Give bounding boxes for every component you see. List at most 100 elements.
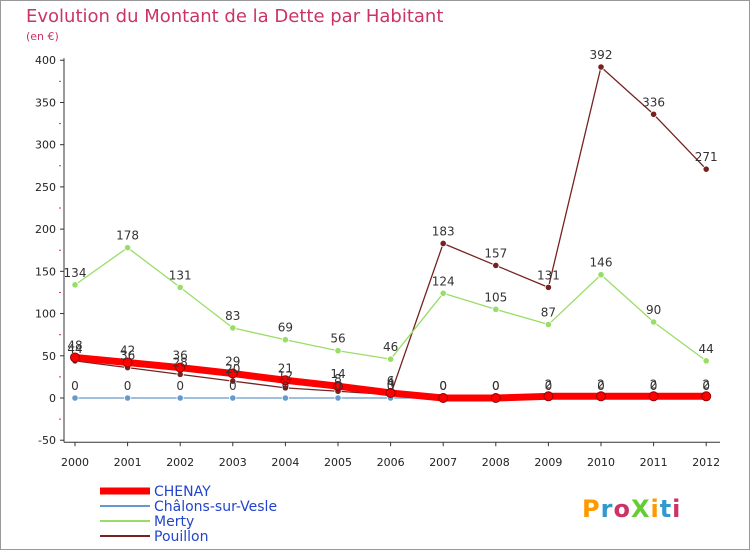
data-label: 87: [541, 306, 556, 320]
data-label: 0: [439, 379, 447, 393]
data-label: 48: [67, 338, 82, 352]
y-tick-label: 0: [49, 392, 56, 405]
data-label: 0: [282, 379, 290, 393]
data-point: [649, 318, 658, 326]
x-tick-label: 2009: [534, 456, 562, 469]
data-label: 12: [278, 369, 293, 383]
data-label: 0: [439, 379, 447, 393]
data-label: 6: [387, 374, 395, 388]
data-point: [597, 63, 605, 71]
x-tick-label: 2005: [324, 456, 352, 469]
x-tick-label: 2002: [166, 456, 194, 469]
data-point: [124, 244, 132, 252]
data-label: 392: [590, 48, 613, 62]
data-label: 36: [173, 349, 188, 363]
data-label: 0: [124, 379, 132, 393]
data-label: 0: [229, 379, 237, 393]
data-label: 0: [545, 379, 553, 393]
data-point: [281, 394, 289, 402]
data-point: [596, 391, 606, 402]
data-label: 46: [383, 340, 398, 354]
data-label: 8: [334, 372, 342, 386]
data-label: 0: [492, 379, 500, 393]
y-tick-label: 150: [35, 265, 56, 278]
brand-text: ProXiti: [582, 495, 681, 523]
data-point: [702, 357, 710, 365]
data-label: 178: [116, 229, 139, 243]
data-point: [597, 271, 605, 279]
y-tick-label: 50: [42, 350, 56, 363]
data-label: 131: [169, 268, 192, 282]
data-point: [176, 283, 184, 291]
data-label: 0: [650, 379, 658, 393]
data-label: 14: [330, 367, 345, 381]
data-label: 90: [646, 303, 661, 317]
data-point: [71, 281, 79, 289]
data-point: [281, 336, 289, 344]
data-label: 44: [67, 342, 82, 356]
data-label: 69: [278, 321, 293, 335]
data-point: [492, 305, 500, 313]
data-point: [544, 283, 553, 291]
y-tick-label: 400: [35, 54, 56, 67]
x-tick-label: 2008: [482, 456, 510, 469]
data-point: [122, 357, 133, 368]
data-label: 183: [432, 224, 455, 238]
x-tick-label: 2004: [271, 456, 299, 469]
legend-label: Merty: [154, 514, 194, 530]
data-label: 20: [225, 362, 240, 376]
y-tick-label: 100: [35, 308, 56, 321]
x-tick-label: 2010: [587, 456, 615, 469]
data-label: 124: [432, 274, 455, 288]
data-label: 83: [225, 309, 240, 323]
data-label: 146: [590, 256, 613, 270]
data-label: 336: [642, 95, 665, 109]
data-point: [492, 261, 500, 270]
data-point: [70, 352, 80, 363]
data-label: 0: [492, 379, 500, 393]
data-point: [176, 394, 184, 402]
y-tick-label: 300: [35, 139, 56, 152]
x-tick-label: 2000: [61, 456, 89, 469]
data-point: [544, 320, 553, 329]
data-label: 271: [695, 150, 718, 164]
data-point: [280, 375, 291, 386]
data-label: 0: [387, 379, 395, 393]
data-label: 0: [597, 379, 605, 393]
data-point: [439, 239, 447, 248]
data-point: [229, 394, 237, 402]
data-point: [439, 289, 447, 297]
data-label: 29: [225, 355, 240, 369]
data-point: [649, 110, 658, 118]
data-point: [124, 394, 132, 402]
data-label: 4: [387, 376, 395, 390]
data-label: 131: [537, 268, 560, 282]
data-point: [71, 394, 79, 402]
data-label: 0: [702, 379, 710, 393]
legend-label: Châlons-sur-Vesle: [154, 499, 277, 515]
x-tick-label: 2012: [692, 456, 720, 469]
data-label: 134: [64, 266, 87, 280]
data-label: 42: [120, 344, 135, 358]
data-label: 157: [484, 246, 507, 260]
x-tick-label: 2001: [114, 456, 142, 469]
data-label: 56: [330, 332, 345, 346]
data-label: 2: [545, 377, 553, 391]
data-label: 2: [597, 377, 605, 391]
data-point: [175, 362, 186, 373]
y-tick-label: -50: [38, 434, 56, 447]
data-label: 2: [650, 377, 658, 391]
data-point: [386, 355, 395, 363]
data-label: 44: [699, 342, 714, 356]
data-point: [229, 324, 237, 332]
legend-label: Pouillon: [154, 529, 209, 545]
chart-title: Evolution du Montant de la Dette par Hab…: [26, 6, 443, 27]
data-label: 0: [334, 379, 342, 393]
proxiti-logo: ProXiti: [582, 495, 681, 523]
data-point: [385, 387, 396, 398]
data-point: [701, 391, 712, 402]
y-tick-label: 200: [35, 223, 56, 236]
data-label: 0: [176, 379, 184, 393]
data-point: [227, 368, 238, 379]
